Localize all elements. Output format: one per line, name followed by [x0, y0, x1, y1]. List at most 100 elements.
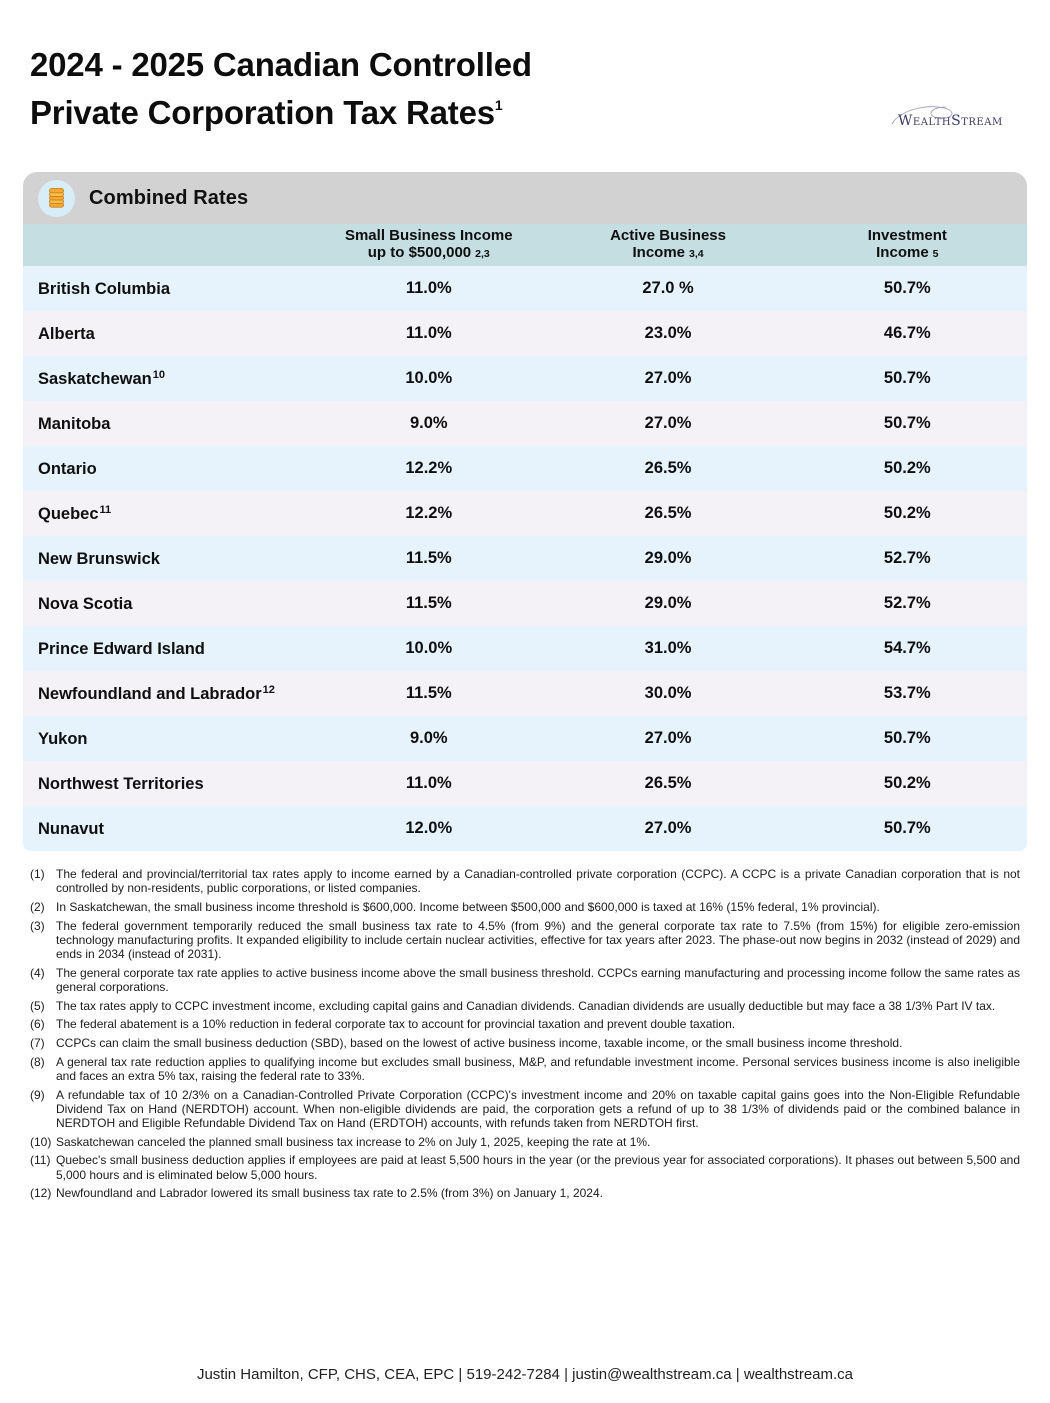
- active-business-rate: 27.0%: [644, 729, 692, 747]
- footnote-text: A general tax rate reduction applies to …: [56, 1054, 1020, 1083]
- title-block: 2024 - 2025 Canadian Controlled Private …: [30, 44, 1020, 133]
- footnote-number: (11): [30, 1153, 51, 1168]
- small-business-rate: 12.2%: [405, 504, 453, 522]
- small-business-rate: 12.2%: [405, 459, 453, 477]
- footnote-4: (4) The general corporate tax rate applie…: [30, 966, 1020, 994]
- region-name: Yukon: [38, 729, 88, 748]
- active-business-rate: 27.0%: [644, 819, 692, 837]
- column-header-small-business: Small Business Income up to $500,000 2,3: [344, 226, 513, 262]
- column-header-investment: Investment Income 5: [867, 226, 947, 262]
- investment-rate: 50.7%: [883, 729, 931, 747]
- footnote-12: (12) Newfoundland and Labrador lowered it…: [30, 1186, 1020, 1200]
- active-business-rate: 29.0%: [644, 594, 692, 612]
- active-business-rate: 27.0%: [644, 414, 692, 432]
- table-row-saskatchewan: Saskatchewan10 10.0% 27.0% 50.7%: [23, 356, 1027, 401]
- investment-rate: 50.7%: [883, 819, 931, 837]
- small-business-rate: 11.5%: [405, 594, 452, 612]
- footnote-text: The general corporate tax rate applies t…: [56, 965, 1020, 994]
- region-name: Manitoba: [38, 414, 111, 433]
- active-business-rate: 27.0%: [644, 369, 692, 387]
- investment-rate: 52.7%: [883, 549, 931, 567]
- page-title-line1: 2024 - 2025 Canadian Controlled: [30, 46, 532, 83]
- region-footnote-ref: 12: [262, 683, 275, 696]
- page-title: 2024 - 2025 Canadian Controlled Private …: [30, 44, 1020, 133]
- column-header-active-business: Active Business Income 3,4: [610, 226, 726, 262]
- table-row-alberta: Alberta 11.0% 23.0% 46.7%: [23, 311, 1027, 356]
- investment-rate: 50.2%: [883, 774, 931, 792]
- table-row-prince-edward-island: Prince Edward Island 10.0% 31.0% 54.7%: [23, 626, 1027, 671]
- investment-rate: 50.7%: [883, 369, 931, 387]
- footnote-8: (8) A general tax rate reduction applies …: [30, 1055, 1020, 1083]
- region-name: Northwest Territories: [38, 774, 204, 793]
- footnote-number: (7): [30, 1036, 45, 1051]
- region-name: Nova Scotia: [38, 594, 133, 613]
- combined-rates-panel: Combined Rates Small Business Income up …: [23, 172, 1027, 851]
- footnote-number: (5): [30, 998, 45, 1013]
- footnote-7: (7) CCPCs can claim the small business de…: [30, 1036, 1020, 1050]
- title-footnote-ref: 1: [494, 97, 503, 113]
- column-footnote-refs: 5: [932, 248, 939, 260]
- table-row-nunavut: Nunavut 12.0% 27.0% 50.7%: [23, 806, 1027, 851]
- footnote-text: Newfoundland and Labrador lowered its sm…: [56, 1186, 603, 1201]
- small-business-rate: 11.5%: [405, 549, 452, 567]
- footnote-2: (2) In Saskatchewan, the small business i…: [30, 900, 1020, 914]
- column-footnote-refs: 3,4: [689, 248, 704, 260]
- footnote-6: (6) The federal abatement is a 10% reduct…: [30, 1017, 1020, 1031]
- logo-text: WealthStream: [898, 113, 1003, 129]
- table-header-row: Small Business Income up to $500,000 2,3 …: [23, 224, 1027, 266]
- section-header: Combined Rates: [23, 172, 1027, 224]
- footnote-number: (3): [30, 918, 45, 933]
- table-row-manitoba: Manitoba 9.0% 27.0% 50.7%: [23, 401, 1027, 446]
- investment-rate: 50.7%: [883, 414, 931, 432]
- active-business-rate: 30.0%: [644, 684, 692, 702]
- small-business-rate: 10.0%: [405, 639, 453, 657]
- footnote-number: (6): [30, 1017, 45, 1032]
- table-row-nova-scotia: Nova Scotia 11.5% 29.0% 52.7%: [23, 581, 1027, 626]
- footnote-5: (5) The tax rates apply to CCPC investmen…: [30, 999, 1020, 1013]
- small-business-rate: 12.0%: [405, 819, 453, 837]
- wealthstream-logo: WealthStream: [890, 106, 1010, 136]
- region-name: Alberta: [38, 324, 95, 343]
- table-row-ontario: Ontario 12.2% 26.5% 50.2%: [23, 446, 1027, 491]
- footnote-number: (9): [30, 1087, 45, 1102]
- small-business-rate: 9.0%: [409, 414, 448, 432]
- region-name: Prince Edward Island: [38, 639, 205, 658]
- footnote-text: The federal abatement is a 10% reduction…: [56, 1017, 736, 1032]
- footnotes-section: (1) The federal and provincial/territoria…: [30, 867, 1020, 1201]
- active-business-rate: 26.5%: [644, 459, 692, 477]
- active-business-rate: 26.5%: [644, 504, 692, 522]
- footnote-text: The tax rates apply to CCPC investment i…: [56, 998, 996, 1013]
- region-footnote-ref: 11: [99, 503, 112, 516]
- investment-rate: 52.7%: [883, 594, 931, 612]
- active-business-rate: 23.0%: [644, 324, 692, 342]
- region-name: Quebec: [38, 504, 99, 523]
- footnote-number: (2): [30, 899, 45, 914]
- footnote-number: (12): [30, 1186, 52, 1201]
- column-footnote-refs: 2,3: [475, 248, 490, 260]
- footnote-text: Quebec's small business deduction applie…: [56, 1153, 1020, 1182]
- footnote-11: (11) Quebec's small business deduction ap…: [30, 1153, 1020, 1181]
- active-business-rate: 27.0 %: [642, 279, 694, 297]
- footnote-text: In Saskatchewan, the small business inco…: [56, 899, 880, 914]
- region-name: Saskatchewan: [38, 369, 152, 388]
- table-row-quebec: Quebec11 12.2% 26.5% 50.2%: [23, 491, 1027, 536]
- footnote-3: (3) The federal government temporarily re…: [30, 919, 1020, 962]
- active-business-rate: 31.0%: [644, 639, 692, 657]
- active-business-rate: 26.5%: [644, 774, 692, 792]
- footnote-number: (4): [30, 965, 45, 980]
- table-row-new-brunswick: New Brunswick 11.5% 29.0% 52.7%: [23, 536, 1027, 581]
- region-name: British Columbia: [38, 279, 171, 298]
- table-row-newfoundland-and-labrador: Newfoundland and Labrador12 11.5% 30.0% …: [23, 671, 1027, 716]
- investment-rate: 46.7%: [883, 324, 931, 342]
- page-title-line2: Private Corporation Tax Rates: [30, 94, 495, 131]
- footnote-9: (9) A refundable tax of 10 2/3% on a Cana…: [30, 1088, 1020, 1131]
- coin-stack-icon: [38, 179, 75, 217]
- footnote-number: (8): [30, 1054, 45, 1069]
- small-business-rate: 11.0%: [405, 324, 452, 342]
- footnote-number: (10): [30, 1134, 52, 1149]
- footnote-number: (1): [30, 867, 45, 881]
- table-row-yukon: Yukon 9.0% 27.0% 50.7%: [23, 716, 1027, 761]
- footer-contact: Justin Hamilton, CFP, CHS, CEA, EPC | 51…: [196, 1366, 854, 1383]
- footnote-text: The federal government temporarily reduc…: [56, 918, 1020, 962]
- small-business-rate: 11.0%: [405, 774, 452, 792]
